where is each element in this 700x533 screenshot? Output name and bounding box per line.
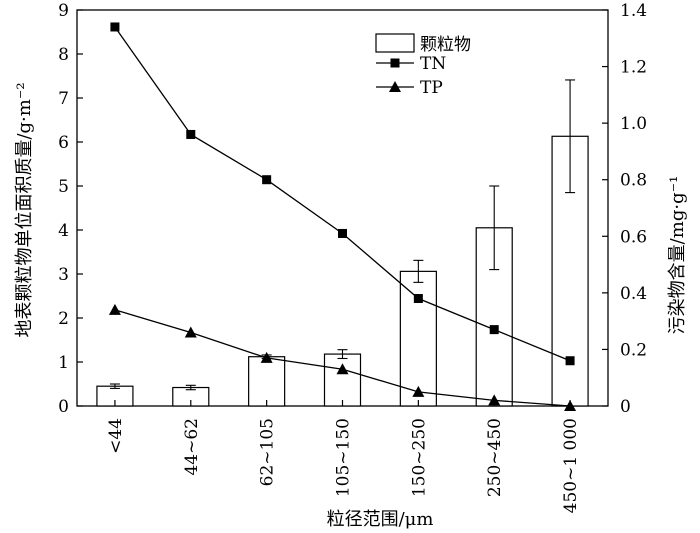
axes-layer: 0 1 2 3 4 5 6 7 8 9 0 0.2 0.4 0.6 0.8 1.0 1.2 1.4 <44 44~62… bbox=[58, 1, 647, 513]
y2-tick-label: 1.4 bbox=[620, 1, 647, 21]
x-tick-label: 62~105 bbox=[258, 418, 278, 486]
x-axis-title: 粒径范围/μm bbox=[327, 509, 434, 530]
y-tick-label: 7 bbox=[58, 89, 69, 109]
y2-tick-label: 0.4 bbox=[620, 284, 647, 304]
bar bbox=[248, 356, 286, 407]
y-tick-label: 8 bbox=[58, 45, 69, 65]
point-tn bbox=[338, 228, 347, 238]
y2-tick-label: 1.2 bbox=[620, 58, 647, 78]
y-tick-label: 3 bbox=[58, 265, 69, 285]
point-tp bbox=[260, 351, 273, 363]
point-tn bbox=[489, 325, 499, 335]
point-tn bbox=[110, 22, 120, 32]
y-tick-label: 1 bbox=[58, 353, 69, 373]
y-tick-label: 0 bbox=[58, 397, 69, 417]
y-tick-label: 5 bbox=[58, 177, 69, 197]
y2-tick-label: 0.2 bbox=[620, 340, 647, 360]
y2-tick-label: 0.8 bbox=[620, 171, 647, 191]
x-tick-label: 250~450 bbox=[485, 418, 505, 497]
point-tp bbox=[184, 326, 197, 338]
legend: 颗粒物 TN TP bbox=[375, 33, 471, 98]
x-tick-label: <44 bbox=[106, 418, 126, 454]
y2-axis-title: 污染物含量/mg·g⁻¹ bbox=[667, 176, 688, 335]
bar bbox=[323, 353, 362, 407]
bar bbox=[399, 270, 437, 407]
legend-label-bars: 颗粒物 bbox=[420, 35, 471, 55]
plot-frame bbox=[76, 9, 609, 407]
y-tick-label: 6 bbox=[58, 133, 69, 153]
legend-label-tp: TP bbox=[420, 78, 443, 98]
point-tn bbox=[186, 129, 196, 139]
y-tick-label: 4 bbox=[58, 221, 69, 241]
legend-bar-swatch bbox=[375, 33, 415, 53]
legend-tp-marker bbox=[389, 81, 401, 92]
y-tick-label: 9 bbox=[58, 1, 69, 21]
x-tick-label: 150~250 bbox=[409, 418, 429, 497]
bars-layer bbox=[96, 79, 589, 407]
y2-tick-label: 1.0 bbox=[620, 114, 647, 134]
plot-border bbox=[76, 9, 609, 407]
point-tn bbox=[262, 175, 272, 185]
x-tick-label: 44~62 bbox=[182, 418, 202, 476]
point-tp bbox=[108, 303, 121, 315]
y2-tick-label: 0.6 bbox=[620, 227, 647, 247]
y-tick-label: 2 bbox=[58, 309, 69, 329]
legend-label-tn: TN bbox=[420, 54, 446, 74]
point-tp bbox=[412, 385, 425, 397]
y2-tick-label: 0 bbox=[620, 397, 631, 417]
point-tn bbox=[565, 356, 575, 366]
point-tp bbox=[336, 363, 349, 375]
legend-tn-marker bbox=[390, 58, 400, 68]
point-tp bbox=[488, 394, 501, 406]
point-tn bbox=[413, 294, 423, 304]
x-tick-label: 105~150 bbox=[334, 418, 354, 497]
y-axis-title: 地表颗粒物单位面积质量/g·m⁻² bbox=[14, 82, 35, 337]
x-tick-label: 450~1 000 bbox=[561, 418, 581, 513]
